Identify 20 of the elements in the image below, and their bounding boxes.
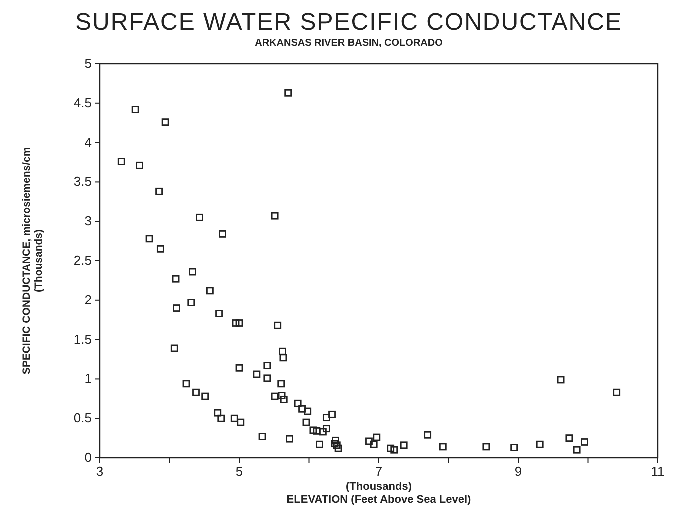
x-tick-label: 3 <box>96 464 104 479</box>
y-tick-label: 2 <box>84 292 92 308</box>
chart-subtitle: ARKANSAS RIVER BASIN, COLORADO <box>255 38 444 49</box>
x-tick-label: 11 <box>651 464 665 479</box>
x-axis-title: (Thousands) ELEVATION (Feet Above Sea Level) <box>286 481 472 506</box>
x-tick-label: 5 <box>236 464 244 479</box>
y-tick-label: 4 <box>84 134 92 150</box>
y-tick-label: 1.5 <box>74 332 92 347</box>
y-tick-label: 0 <box>84 450 92 465</box>
y-tick-label: 2.5 <box>74 253 92 268</box>
y-tick-label: 5 <box>84 56 92 71</box>
y-tick-label: 3.5 <box>74 174 92 190</box>
x-tick-label: 7 <box>375 464 383 479</box>
y-tick-label: 1 <box>84 371 92 386</box>
y-tick-label: 4.5 <box>74 95 92 110</box>
y-tick-label: 0.5 <box>74 410 92 426</box>
y-axis-title: SPECIFIC CONDUCTANCE, microsiemens/cm (Thousands) <box>21 147 45 375</box>
y-tick-label: 3 <box>84 214 92 229</box>
chart-title: SURFACE WATER SPECIFIC CONDUCTANCE <box>76 9 622 36</box>
x-tick-label: 9 <box>514 464 522 479</box>
